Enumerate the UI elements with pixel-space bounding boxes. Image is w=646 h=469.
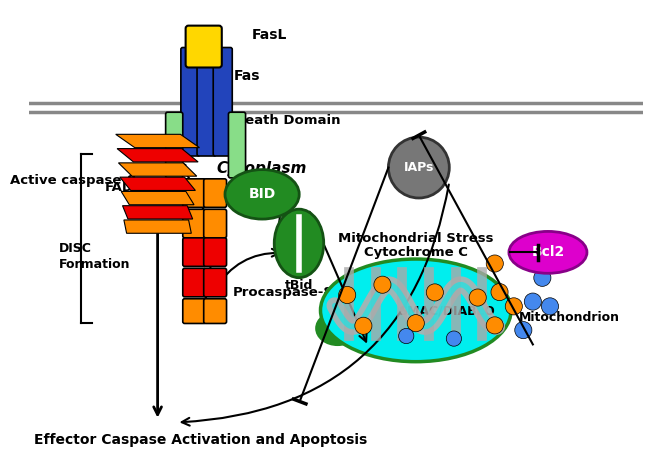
Text: Effector Caspase Activation and Apoptosis: Effector Caspase Activation and Apoptosi… <box>34 432 368 446</box>
FancyBboxPatch shape <box>165 112 183 178</box>
Text: Cytoplasm: Cytoplasm <box>217 161 307 176</box>
Polygon shape <box>120 177 195 190</box>
Circle shape <box>426 284 443 301</box>
FancyBboxPatch shape <box>203 238 227 266</box>
FancyBboxPatch shape <box>181 47 200 156</box>
Circle shape <box>515 322 532 339</box>
FancyBboxPatch shape <box>213 47 233 156</box>
Text: BID: BID <box>249 187 276 201</box>
Text: Mitochondrion: Mitochondrion <box>519 311 620 325</box>
Text: Cytochrome C: Cytochrome C <box>364 246 468 259</box>
Ellipse shape <box>509 231 587 273</box>
FancyBboxPatch shape <box>203 299 227 324</box>
FancyBboxPatch shape <box>183 238 205 266</box>
FancyBboxPatch shape <box>203 209 227 238</box>
Circle shape <box>539 255 556 272</box>
Ellipse shape <box>316 312 359 345</box>
FancyBboxPatch shape <box>183 268 205 297</box>
Circle shape <box>491 283 508 301</box>
Polygon shape <box>117 149 198 162</box>
Text: Bcl2: Bcl2 <box>531 245 565 259</box>
Circle shape <box>407 315 424 332</box>
Ellipse shape <box>275 209 324 278</box>
Circle shape <box>374 276 391 293</box>
Circle shape <box>339 287 356 303</box>
Circle shape <box>446 331 461 346</box>
Text: Mitochondrial Stress: Mitochondrial Stress <box>338 232 494 245</box>
Polygon shape <box>121 191 194 205</box>
FancyBboxPatch shape <box>185 26 222 68</box>
FancyBboxPatch shape <box>183 179 205 207</box>
FancyBboxPatch shape <box>197 47 216 156</box>
Circle shape <box>486 317 503 334</box>
FancyBboxPatch shape <box>203 268 227 297</box>
Circle shape <box>399 328 414 344</box>
FancyBboxPatch shape <box>183 209 205 238</box>
Circle shape <box>525 293 541 310</box>
Polygon shape <box>124 220 191 233</box>
Circle shape <box>541 298 559 315</box>
Polygon shape <box>123 206 193 219</box>
Text: FADD: FADD <box>105 181 145 194</box>
Text: Death Domain: Death Domain <box>234 114 340 127</box>
Ellipse shape <box>225 170 299 219</box>
Circle shape <box>355 317 372 334</box>
Polygon shape <box>118 163 197 176</box>
FancyBboxPatch shape <box>183 299 205 324</box>
Text: DISC
Formation: DISC Formation <box>59 242 130 272</box>
FancyBboxPatch shape <box>229 112 245 178</box>
Text: Fas: Fas <box>234 69 260 83</box>
Circle shape <box>469 289 486 306</box>
Text: Procaspase-8: Procaspase-8 <box>233 286 333 299</box>
Circle shape <box>486 255 503 272</box>
Circle shape <box>505 298 523 315</box>
Circle shape <box>388 137 450 198</box>
Text: IAPs: IAPs <box>404 161 434 174</box>
Ellipse shape <box>320 259 511 362</box>
Circle shape <box>519 248 537 265</box>
FancyBboxPatch shape <box>203 179 227 207</box>
Text: tBid: tBid <box>285 279 313 292</box>
Circle shape <box>534 269 551 287</box>
Text: Active caspase-8: Active caspase-8 <box>10 174 136 188</box>
Text: FasL: FasL <box>251 28 287 42</box>
Polygon shape <box>116 134 200 148</box>
Text: SMAC/DIABLO: SMAC/DIABLO <box>398 304 495 318</box>
